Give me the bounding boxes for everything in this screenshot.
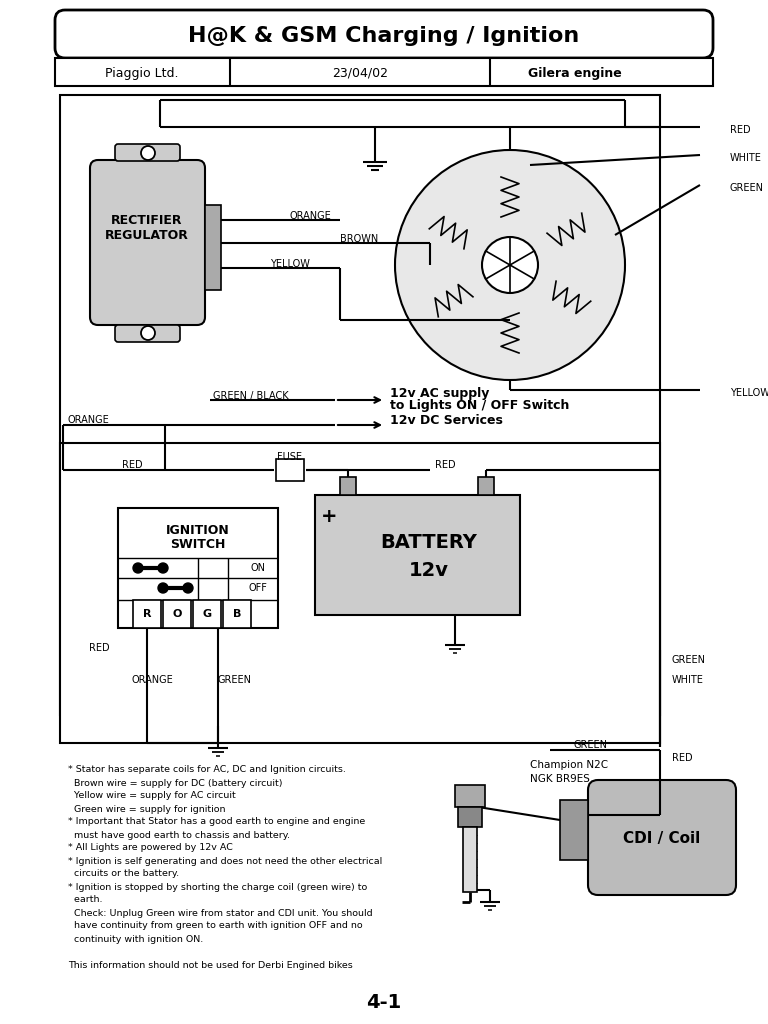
Bar [340,477,356,495]
Text: earth.: earth. [68,896,102,904]
Text: RED: RED [122,460,143,470]
Bar [276,459,304,481]
Text: continuity with ignition ON.: continuity with ignition ON. [68,935,204,943]
Bar [118,508,278,628]
Circle shape [133,563,143,573]
Bar [60,95,660,715]
Text: circuits or the battery.: circuits or the battery. [68,869,179,879]
Text: +: + [321,508,337,526]
Bar [315,495,520,615]
Text: BROWN: BROWN [340,234,379,244]
Text: * Ignition is stopped by shorting the charge coil (green wire) to: * Ignition is stopped by shorting the ch… [68,883,367,892]
Text: CDI / Coil: CDI / Coil [624,830,700,846]
Text: 12v DC Services: 12v DC Services [390,415,503,427]
Bar [55,58,713,86]
Text: must have good earth to chassis and battery.: must have good earth to chassis and batt… [68,830,290,840]
Text: ON: ON [250,563,266,573]
Text: This information should not be used for Derbi Engined bikes: This information should not be used for … [68,961,353,970]
Text: O: O [172,609,182,618]
Text: YELLOW: YELLOW [270,259,310,269]
Text: ORANGE: ORANGE [132,675,174,685]
Bar [205,205,221,290]
Bar [133,600,161,628]
Text: Green wire = supply for ignition: Green wire = supply for ignition [68,805,226,813]
Text: Check: Unplug Green wire from stator and CDI unit. You should: Check: Unplug Green wire from stator and… [68,908,372,918]
Circle shape [141,146,155,160]
Text: NGK BR9ES: NGK BR9ES [530,774,590,784]
FancyBboxPatch shape [115,325,180,342]
Text: 4-1: 4-1 [366,992,402,1012]
Circle shape [395,150,625,380]
Text: 23/04/02: 23/04/02 [332,67,388,80]
Text: SWITCH: SWITCH [170,538,226,551]
Circle shape [158,583,168,593]
Circle shape [183,583,193,593]
Bar [560,800,588,860]
Text: GREEN: GREEN [730,183,764,193]
FancyBboxPatch shape [115,144,180,161]
Bar [478,477,494,495]
Text: H@K & GSM Charging / Ignition: H@K & GSM Charging / Ignition [188,26,580,46]
Text: Piaggio Ltd.: Piaggio Ltd. [105,67,179,80]
Bar [463,827,477,892]
FancyBboxPatch shape [588,780,736,895]
Text: * Ignition is self generating and does not need the other electrical: * Ignition is self generating and does n… [68,856,382,865]
Bar [455,785,485,807]
Text: GREEN: GREEN [218,675,252,685]
FancyBboxPatch shape [55,10,713,58]
Bar [223,600,251,628]
Text: RED: RED [89,643,110,653]
Text: 12v AC supply: 12v AC supply [390,386,489,399]
Text: Yellow wire = supply for AC circuit: Yellow wire = supply for AC circuit [68,792,236,801]
Text: ORANGE: ORANGE [290,211,332,221]
Text: * Stator has separate coils for AC, DC and Ignition circuits.: * Stator has separate coils for AC, DC a… [68,766,346,774]
Text: YELLOW: YELLOW [730,388,768,398]
Text: RED: RED [435,460,455,470]
Text: Brown wire = supply for DC (battery circuit): Brown wire = supply for DC (battery circ… [68,778,283,787]
FancyBboxPatch shape [90,160,205,325]
Text: GREEN: GREEN [672,655,706,665]
Text: IGNITION: IGNITION [166,523,230,537]
Text: R: R [143,609,151,618]
Bar [458,807,482,827]
Circle shape [141,326,155,340]
Text: WHITE: WHITE [730,153,762,163]
Text: OFF: OFF [249,583,267,593]
Text: B: B [233,609,241,618]
Text: 12v: 12v [409,560,449,580]
Text: RED: RED [672,753,693,763]
Text: Gilera engine: Gilera engine [528,67,622,80]
Text: RED: RED [730,125,750,135]
Circle shape [158,563,168,573]
Bar [163,600,191,628]
Text: BATTERY: BATTERY [381,534,478,553]
Bar [193,600,221,628]
Circle shape [482,237,538,293]
Text: WHITE: WHITE [672,675,704,685]
Text: to Lights ON / OFF Switch: to Lights ON / OFF Switch [390,399,569,413]
Text: * Important that Stator has a good earth to engine and engine: * Important that Stator has a good earth… [68,817,366,826]
Text: GREEN / BLACK: GREEN / BLACK [213,391,289,401]
Text: GREEN: GREEN [573,740,607,750]
Text: ORANGE: ORANGE [68,415,110,425]
Text: * All Lights are powered by 12v AC: * All Lights are powered by 12v AC [68,844,233,853]
Text: Champion N2C: Champion N2C [530,760,608,770]
Text: have continuity from green to earth with ignition OFF and no: have continuity from green to earth with… [68,922,362,931]
Text: FUSE: FUSE [277,452,303,462]
Text: G: G [203,609,211,618]
Text: RECTIFIER
REGULATOR: RECTIFIER REGULATOR [105,214,189,242]
Bar [60,443,660,743]
